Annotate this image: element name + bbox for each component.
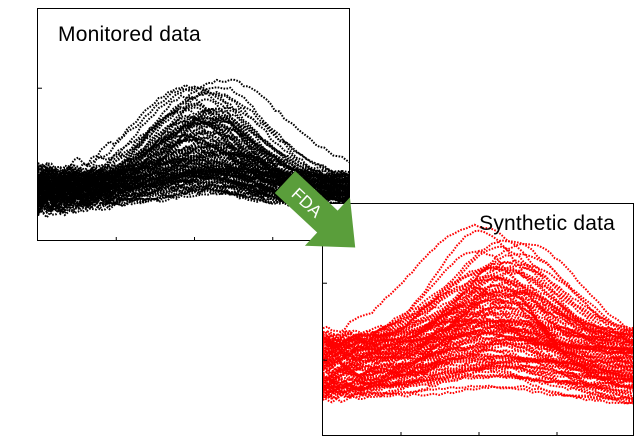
data-curve [323,301,633,349]
data-curve [38,178,349,208]
data-curve [323,374,633,394]
data-curve [323,341,633,365]
data-curve [38,121,349,199]
data-curve [323,306,633,388]
data-curve [38,183,349,209]
data-curve [323,359,633,378]
data-curve [38,131,349,196]
axis-ticks [323,282,558,435]
data-curve [323,284,633,404]
data-curve [323,274,633,389]
data-curve [38,171,349,208]
data-curve [38,113,349,203]
fda-arrow-shape [274,171,356,248]
data-curve [38,85,349,192]
data-curve [323,365,633,382]
monitored-data-title: Monitored data [58,23,201,46]
axis-ticks [38,87,274,240]
data-curve [323,245,633,347]
synthetic-data-panel: Synthetic data [322,203,634,436]
data-curve [323,384,633,405]
data-curve [38,122,349,194]
fda-arrow: FDA [274,171,356,248]
data-curve [323,281,633,361]
data-curve [323,356,633,394]
data-curve [323,318,633,367]
data-curve [323,355,633,400]
data-curve [323,356,633,398]
data-curve [323,290,633,382]
data-curve [323,289,633,356]
data-curve [323,332,633,369]
data-curve [323,337,633,367]
data-curve [323,275,633,389]
data-curve [323,291,633,350]
data-curve [38,129,349,204]
data-curve [38,146,349,184]
data-curve [38,78,349,189]
data-curve [323,250,633,342]
data-curve [323,334,633,380]
data-curve [38,106,349,185]
data-curve [323,327,633,374]
data-curve [323,337,633,353]
data-curve [38,107,349,192]
data-curve [38,158,349,188]
synthetic-data-title: Synthetic data [479,212,615,235]
data-curve [38,173,349,209]
data-curve [323,343,633,368]
data-curve [323,300,633,351]
data-curve [323,349,633,399]
data-curve [323,329,633,370]
data-curve [323,324,633,356]
data-curve [38,158,349,198]
data-curve [323,289,633,400]
data-curve [323,336,633,382]
data-curve [323,359,633,382]
data-curve [323,337,633,354]
data-curve [323,261,633,356]
data-curve [323,292,633,343]
synthetic-curves-plot [323,223,633,435]
